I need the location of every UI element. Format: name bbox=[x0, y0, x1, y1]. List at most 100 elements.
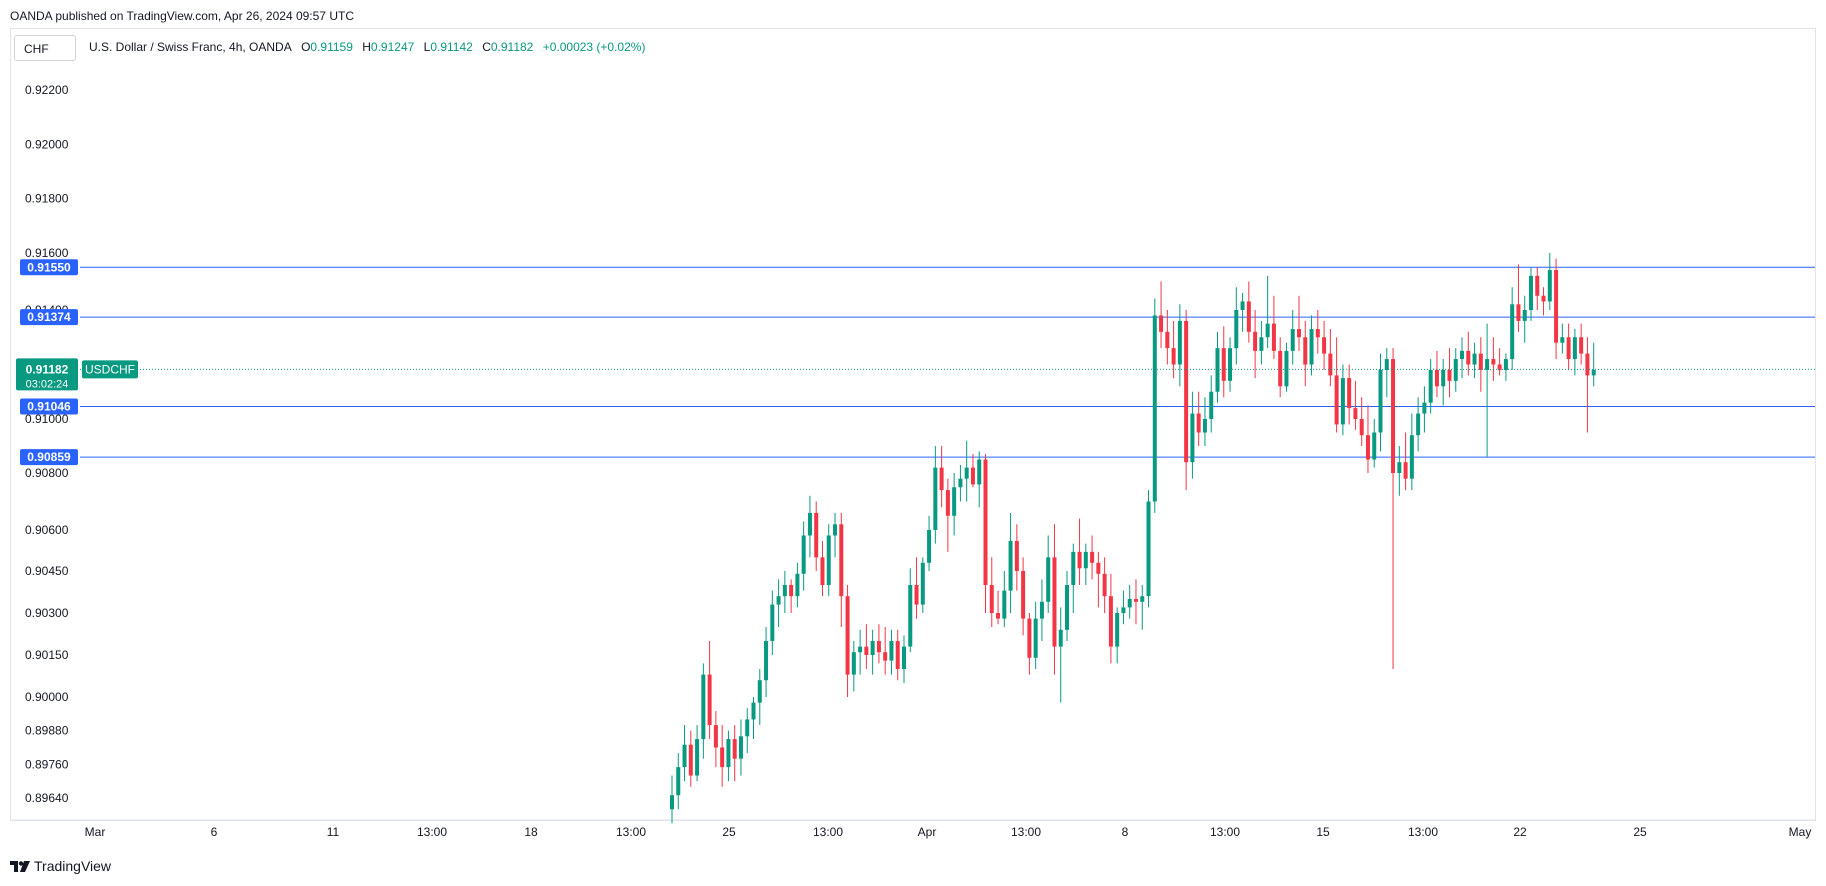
candle-down bbox=[1322, 337, 1327, 354]
candle-up bbox=[1510, 304, 1515, 360]
candle-down bbox=[732, 739, 737, 759]
candle-up bbox=[682, 744, 687, 768]
close-value: 0.91182 bbox=[490, 40, 534, 54]
candle-down bbox=[1347, 378, 1352, 409]
level-price-label: 0.90859 bbox=[27, 450, 71, 464]
open-value: 0.91159 bbox=[310, 40, 353, 54]
candle-down bbox=[1554, 270, 1559, 343]
x-tick-label: 15 bbox=[1316, 825, 1330, 839]
candle-up bbox=[1083, 551, 1088, 569]
symbol-title[interactable]: U.S. Dollar / Swiss Franc, 4h, OANDA bbox=[89, 40, 292, 54]
candle-up bbox=[826, 535, 831, 585]
candle-down bbox=[1246, 301, 1251, 332]
candle-down bbox=[939, 467, 944, 491]
candle-down bbox=[1541, 295, 1546, 302]
candle-up bbox=[1002, 590, 1007, 619]
candle-up bbox=[1290, 329, 1295, 351]
level-price-label: 0.91550 bbox=[27, 260, 71, 274]
candle-down bbox=[1077, 551, 1082, 569]
y-tick-label: 0.92000 bbox=[25, 137, 69, 151]
level-price-label: 0.91374 bbox=[27, 310, 71, 324]
candle-up bbox=[764, 641, 769, 681]
candle-down bbox=[1196, 413, 1201, 433]
candle-down bbox=[789, 585, 794, 597]
candle-up bbox=[782, 585, 787, 597]
candle-up bbox=[776, 596, 781, 605]
candle-down bbox=[1014, 540, 1019, 571]
candle-down bbox=[1253, 331, 1258, 351]
candle-down bbox=[895, 641, 900, 669]
candle-up bbox=[1121, 607, 1126, 613]
candle-down bbox=[1491, 359, 1496, 365]
candle-up bbox=[738, 736, 743, 759]
candle-down bbox=[945, 490, 950, 516]
candle-up bbox=[1209, 391, 1214, 419]
candle-up bbox=[1378, 369, 1383, 433]
candle-up bbox=[958, 478, 963, 488]
candle-down bbox=[1102, 573, 1107, 597]
candle-up bbox=[1284, 350, 1289, 387]
x-tick-label: 13:00 bbox=[616, 825, 646, 839]
candle-down bbox=[1027, 618, 1032, 658]
symbol-tag bbox=[82, 360, 138, 379]
candle-up bbox=[1259, 337, 1264, 351]
y-tick-label: 0.91000 bbox=[25, 412, 69, 426]
candle-up bbox=[1485, 359, 1490, 370]
brand-label: TradingView bbox=[34, 858, 112, 874]
candle-up bbox=[801, 535, 806, 574]
candle-down bbox=[1165, 331, 1170, 349]
y-tick-label: 0.89880 bbox=[25, 724, 69, 738]
x-tick-label: 13:00 bbox=[1408, 825, 1438, 839]
level-price-tag bbox=[20, 398, 78, 415]
candle-down bbox=[713, 725, 718, 748]
tradingview-logo-icon bbox=[10, 860, 30, 872]
candle-up bbox=[1240, 301, 1245, 310]
currency-selector[interactable]: CHF bbox=[14, 35, 76, 61]
candle-up bbox=[795, 573, 800, 597]
candle-down bbox=[845, 596, 850, 675]
candle-down bbox=[720, 747, 725, 768]
countdown-label: 03:02:24 bbox=[26, 378, 69, 390]
candle-up bbox=[858, 646, 863, 653]
candle-down bbox=[864, 646, 869, 655]
candle-up bbox=[1422, 402, 1427, 414]
candle-up bbox=[1409, 435, 1414, 479]
candle-down bbox=[1090, 551, 1095, 563]
candle-down bbox=[1535, 275, 1540, 296]
candle-up bbox=[1572, 337, 1577, 360]
high-label: H bbox=[362, 40, 371, 54]
candle-up bbox=[1152, 315, 1157, 502]
candle-down bbox=[1315, 329, 1320, 338]
candle-up bbox=[1591, 369, 1596, 376]
level-price-tag bbox=[20, 309, 78, 326]
candle-up bbox=[1522, 310, 1527, 321]
candle-up bbox=[889, 641, 894, 661]
candle-up bbox=[770, 604, 775, 641]
candle-up bbox=[1472, 353, 1477, 365]
candle-up bbox=[1503, 359, 1508, 370]
close-label: C bbox=[482, 40, 491, 54]
y-tick-label: 0.90150 bbox=[25, 648, 69, 662]
candle-up bbox=[964, 467, 969, 479]
candle-up bbox=[1127, 599, 1132, 608]
candle-down bbox=[1359, 419, 1364, 436]
candle-down bbox=[1328, 353, 1333, 376]
candle-down bbox=[1297, 329, 1301, 338]
candle-up bbox=[1140, 596, 1145, 602]
candle-down bbox=[1579, 337, 1584, 354]
candle-up bbox=[1528, 275, 1533, 310]
tradingview-brand[interactable]: TradingView bbox=[10, 858, 111, 874]
candle-down bbox=[1403, 462, 1408, 479]
candle-down bbox=[839, 524, 844, 597]
candle-up bbox=[1058, 629, 1063, 647]
candle-up bbox=[1215, 348, 1220, 392]
candle-down bbox=[1271, 323, 1276, 351]
low-label: L bbox=[423, 40, 431, 54]
y-tick-label: 0.90600 bbox=[25, 523, 69, 537]
candle-up bbox=[726, 739, 731, 768]
candle-down bbox=[1052, 557, 1057, 647]
candle-up bbox=[1340, 378, 1345, 425]
y-tick-label: 0.90300 bbox=[25, 606, 69, 620]
x-tick-label: 25 bbox=[1633, 825, 1647, 839]
